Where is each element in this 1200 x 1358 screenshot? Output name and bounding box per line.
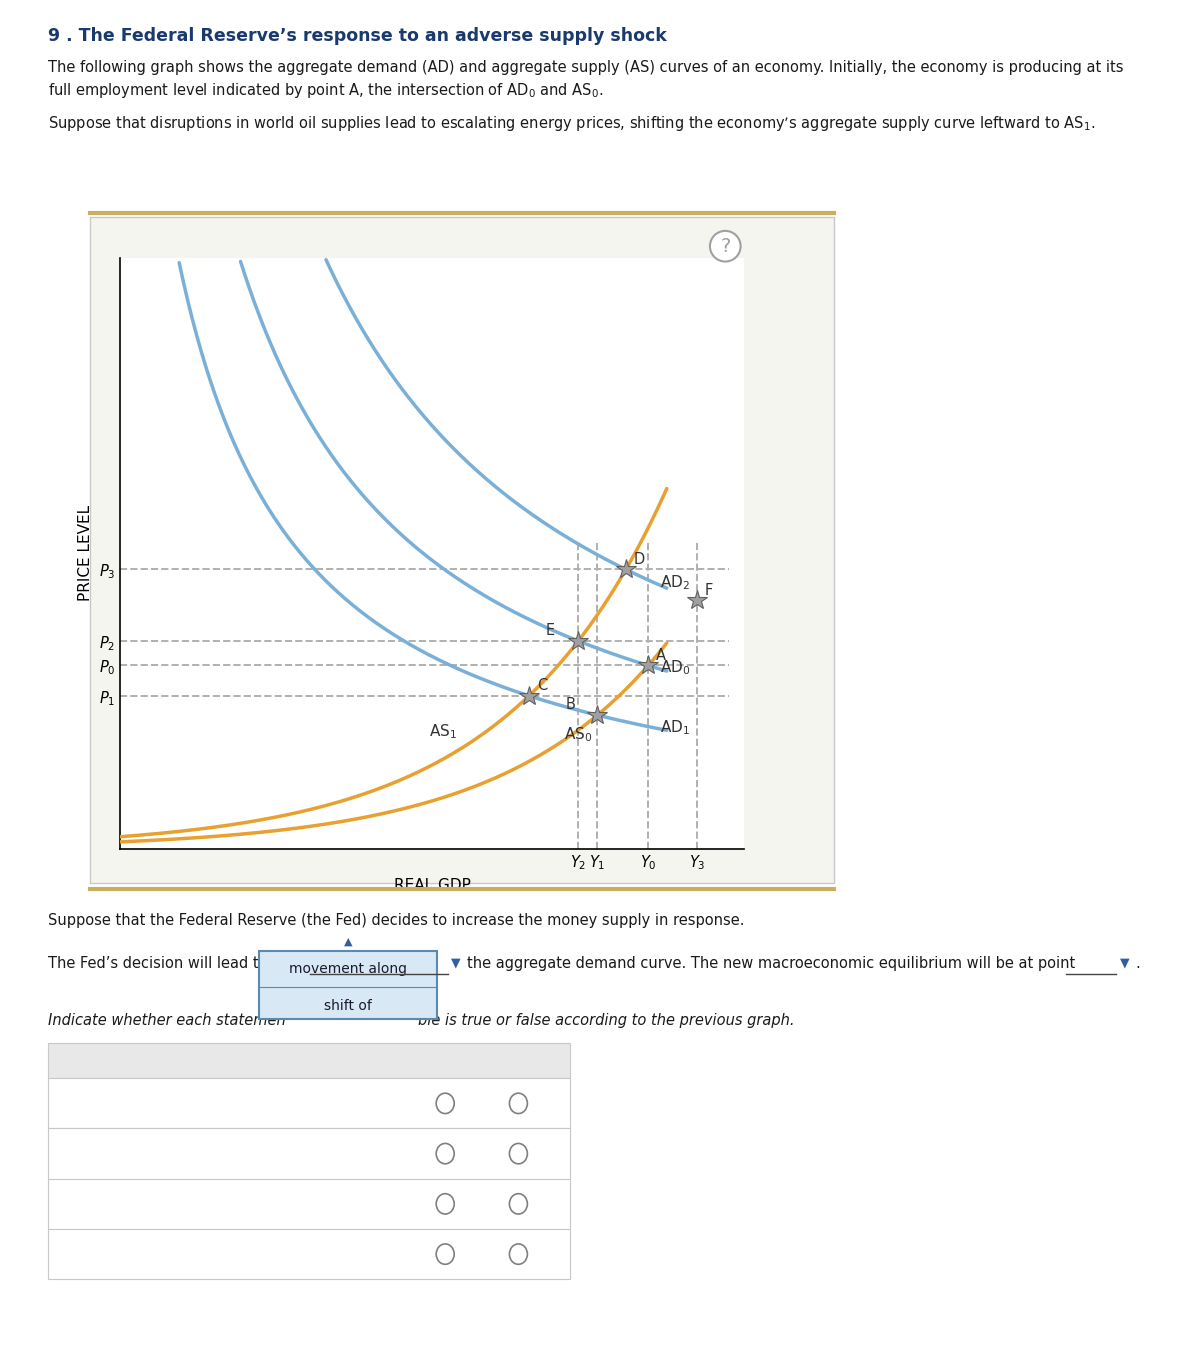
Text: movement along: movement along <box>289 961 407 976</box>
Text: D: D <box>634 551 644 566</box>
Text: A: A <box>656 648 666 663</box>
Text: $\mathrm{AD_0}$: $\mathrm{AD_0}$ <box>660 657 691 676</box>
Text: Suppose that the Federal Reserve (the Fed) decides to increase the money supply : Suppose that the Federal Reserve (the Fe… <box>48 913 744 928</box>
Text: C: C <box>536 678 547 693</box>
Text: ?: ? <box>720 236 731 255</box>
Text: full employment level indicated by point A, the intersection of $\mathrm{AD_0}$ : full employment level indicated by point… <box>48 81 604 100</box>
Text: False: False <box>497 1052 540 1069</box>
Text: The economy will experience stagflation.: The economy will experience stagflation. <box>56 1247 342 1262</box>
Text: shift of: shift of <box>324 999 372 1013</box>
Text: .: . <box>1135 956 1140 971</box>
Text: F: F <box>704 583 713 598</box>
Text: ble is true or false according to the previous graph.: ble is true or false according to the pr… <box>418 1013 794 1028</box>
Text: The economy will experience inflation.: The economy will experience inflation. <box>56 1196 324 1211</box>
Text: $\mathrm{AS_1}$: $\mathrm{AS_1}$ <box>428 722 457 741</box>
Text: Suppose that disruptions in world oil supplies lead to escalating energy prices,: Suppose that disruptions in world oil su… <box>48 114 1096 133</box>
X-axis label: REAL GDP: REAL GDP <box>394 877 470 892</box>
Text: ▼: ▼ <box>1120 956 1129 970</box>
Text: The following graph shows the aggregate demand (AD) and aggregate supply (AS) cu: The following graph shows the aggregate … <box>48 60 1123 75</box>
Text: $\mathrm{AS_0}$: $\mathrm{AS_0}$ <box>564 725 593 744</box>
Text: The price level will increase.: The price level will increase. <box>56 1096 253 1111</box>
Y-axis label: PRICE LEVEL: PRICE LEVEL <box>78 505 94 602</box>
Text: B: B <box>565 697 575 713</box>
Text: ▼: ▼ <box>451 956 461 970</box>
Text: ▲: ▲ <box>343 937 353 947</box>
Text: $\mathrm{AD_1}$: $\mathrm{AD_1}$ <box>660 718 690 737</box>
Text: Statement: Statement <box>56 1052 144 1069</box>
Text: There will be recession but no inflation.: There will be recession but no inflation… <box>56 1146 330 1161</box>
Text: True: True <box>427 1052 463 1069</box>
Text: the aggregate demand curve. The new macroeconomic equilibrium will be at point: the aggregate demand curve. The new macr… <box>467 956 1075 971</box>
Text: The Fed’s decision will lead to a: The Fed’s decision will lead to a <box>48 956 281 971</box>
Text: Indicate whether each statemen: Indicate whether each statemen <box>48 1013 286 1028</box>
Text: 9 . The Federal Reserve’s response to an adverse supply shock: 9 . The Federal Reserve’s response to an… <box>48 27 667 45</box>
Text: E: E <box>546 623 556 638</box>
Text: $\mathrm{AD_2}$: $\mathrm{AD_2}$ <box>660 573 690 592</box>
